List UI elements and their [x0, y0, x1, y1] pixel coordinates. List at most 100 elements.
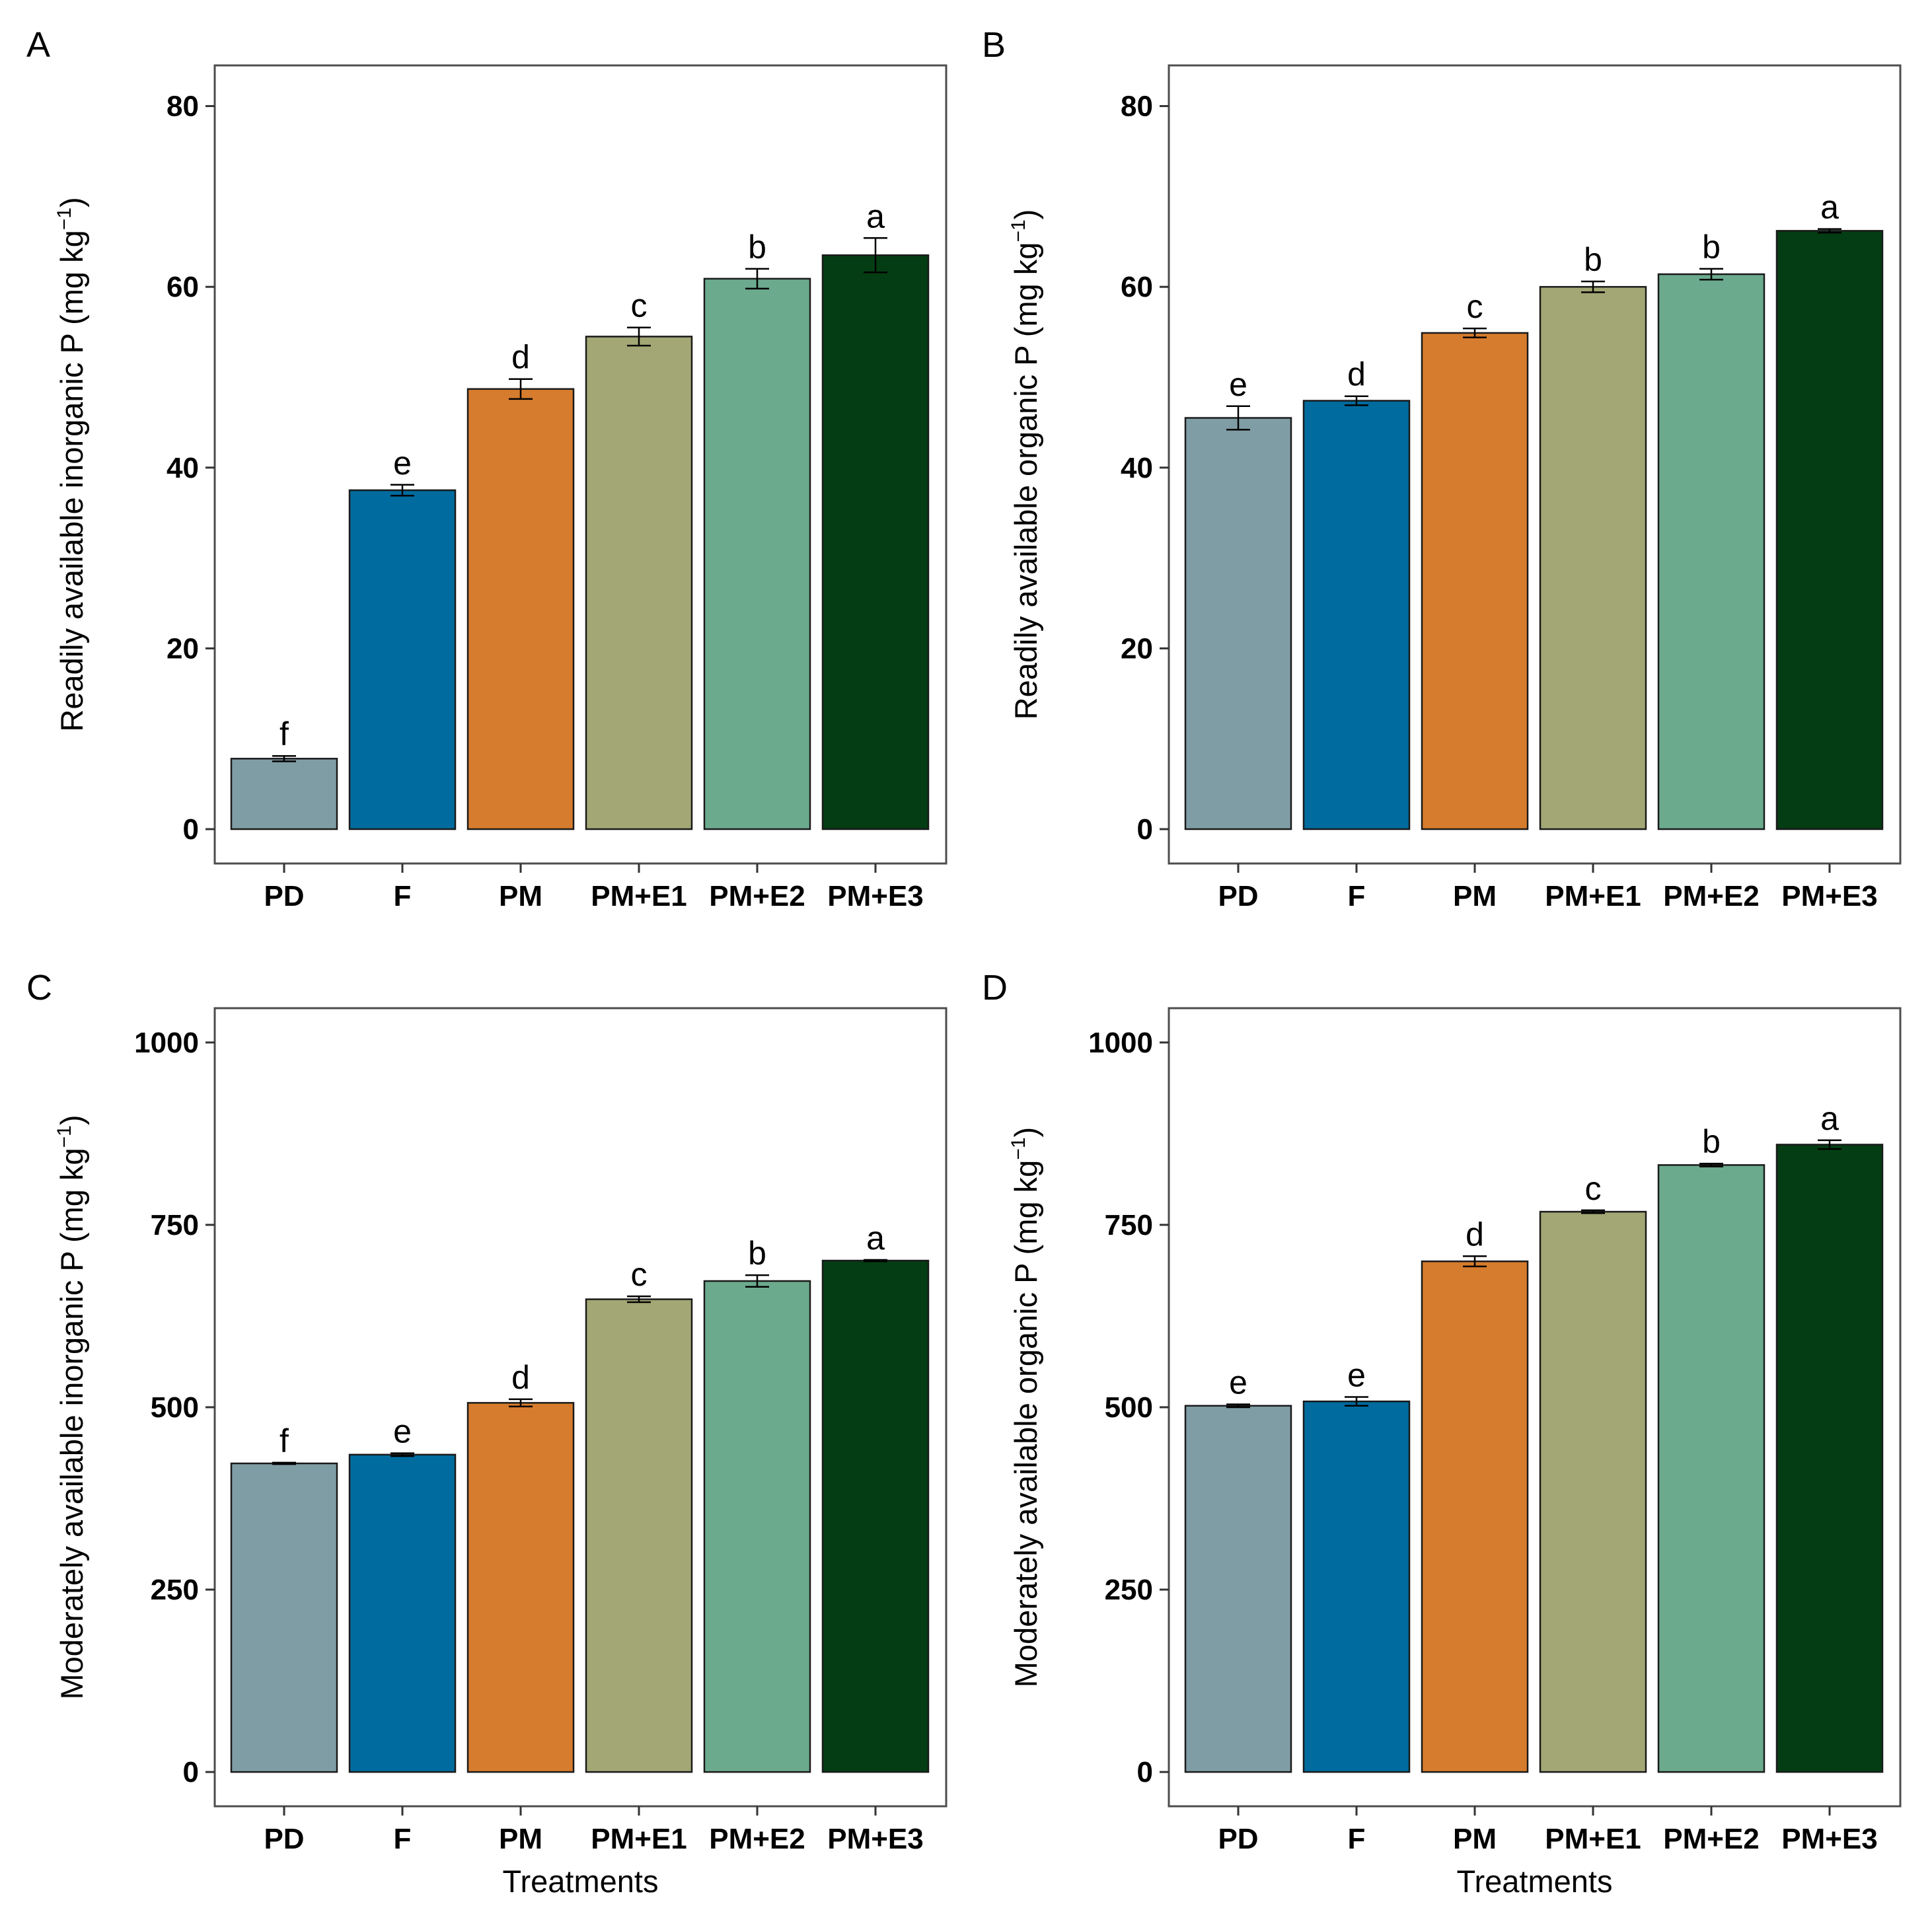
y-tick-label: 750: [151, 1209, 199, 1241]
x-tick-label: F: [1348, 880, 1366, 912]
significance-letter: d: [511, 1359, 530, 1396]
error-bar: [1699, 268, 1723, 281]
x-tick-label: PM+E2: [1663, 880, 1760, 912]
bar-pd: [230, 758, 338, 830]
y-tick-label: 0: [183, 1756, 199, 1788]
y-tick-label: 20: [167, 632, 199, 665]
significance-letter: c: [1585, 1170, 1602, 1207]
bar-pm-e2: [703, 1280, 811, 1773]
panel-letter: C: [26, 968, 52, 1008]
y-axis-label: Readily available inorganic P (mg kg−1): [54, 197, 89, 731]
error-bar: [390, 1452, 414, 1457]
bar-pm-e1: [1539, 1210, 1647, 1773]
significance-letter: b: [748, 1235, 766, 1272]
x-axis-label: Treatments: [503, 1864, 659, 1899]
bar-pm-e3: [821, 254, 930, 830]
significance-letter: b: [748, 229, 766, 266]
x-tick-label: PM+E3: [1781, 1823, 1878, 1855]
x-tick-label: PM: [499, 880, 542, 912]
x-tick-label: PM+E2: [1663, 1823, 1760, 1855]
error-bar: [1699, 1162, 1723, 1167]
error-bar: [1463, 1255, 1487, 1268]
error-bar: [1818, 228, 1841, 234]
error-bar: [1581, 1209, 1605, 1214]
y-axis-label: Moderately available organic P (mg kg−1): [1008, 1127, 1043, 1687]
bar-pm: [466, 388, 575, 830]
y-tick-label: 40: [1121, 452, 1153, 484]
x-tick-label: PM+E3: [827, 1823, 924, 1855]
significance-letter: e: [393, 1413, 412, 1450]
significance-letter: d: [1347, 356, 1366, 393]
bar-pd: [1184, 1405, 1292, 1773]
bar-pm-e2: [1657, 273, 1765, 830]
error-bar: [745, 268, 769, 290]
bar-pm-e2: [703, 277, 811, 830]
x-axis-label: Treatments: [1457, 1864, 1613, 1899]
y-tick-label: 0: [1137, 1756, 1153, 1788]
significance-letter: f: [279, 1422, 289, 1459]
y-tick-label: 40: [167, 452, 199, 484]
y-tick-label: 1000: [134, 1027, 199, 1059]
significance-letter: e: [393, 445, 412, 482]
panel-letter: B: [982, 25, 1006, 65]
x-tick-label: PM+E2: [709, 1823, 805, 1855]
x-tick-label: PD: [264, 1823, 304, 1855]
significance-letter: c: [631, 1256, 648, 1293]
significance-letter: a: [866, 198, 885, 235]
panel-c: C 0 250 500 750 1000 Moderately available inor…: [26, 968, 947, 1899]
error-bar: [1345, 1396, 1368, 1407]
x-tick-label: PM+E2: [709, 880, 805, 912]
x-tick-label: PM+E1: [1545, 880, 1641, 912]
bar-pm: [1421, 1260, 1529, 1773]
error-bar: [1345, 395, 1368, 406]
error-bar: [390, 484, 414, 497]
significance-letter: a: [1820, 189, 1839, 226]
x-tick-label: PD: [1218, 1823, 1258, 1855]
x-tick-label: PM+E1: [591, 880, 687, 912]
error-bar: [1226, 405, 1250, 431]
panel-d: D 0 250 500 750 1000 Moderately available orga…: [982, 968, 1902, 1899]
error-bar: [1818, 1139, 1841, 1150]
panel-b: B 0 20 40 60 80 Readily available organic P (m…: [982, 25, 1902, 912]
x-tick-label: F: [1348, 1823, 1366, 1855]
error-bar: [627, 1295, 651, 1304]
significance-letter: e: [1229, 366, 1247, 403]
y-tick-label: 20: [1121, 632, 1153, 665]
significance-letter: a: [1820, 1100, 1839, 1137]
error-bar: [509, 1398, 533, 1408]
error-bar: [864, 1259, 887, 1263]
bar-pd: [230, 1462, 338, 1773]
x-tick-label: PD: [1218, 880, 1258, 912]
error-bar: [272, 754, 296, 762]
x-tick-label: F: [394, 1823, 412, 1855]
y-tick-label: 250: [1105, 1574, 1153, 1606]
y-tick-label: 1000: [1088, 1027, 1153, 1059]
significance-letter: b: [1702, 1123, 1721, 1160]
bar-pm-e1: [585, 336, 693, 830]
bar-pm-e2: [1657, 1164, 1765, 1773]
y-axis-label: Moderately available inorganic P (mg kg−…: [54, 1115, 89, 1700]
error-bar: [864, 237, 887, 274]
error-bar: [1581, 280, 1605, 293]
error-bar: [272, 1461, 296, 1465]
bar-pm-e1: [1539, 285, 1647, 830]
significance-letter: e: [1347, 1357, 1366, 1394]
bar-f: [1302, 400, 1411, 830]
y-axis-label: Readily available organic P (mg kg−1): [1008, 209, 1043, 720]
x-tick-label: PM: [499, 1823, 542, 1855]
significance-letter: a: [866, 1220, 885, 1257]
x-tick-label: PM: [1453, 880, 1497, 912]
y-tick-label: 60: [1121, 271, 1153, 303]
bar-pm-e3: [1775, 230, 1884, 830]
x-tick-label: PM+E1: [591, 1823, 687, 1855]
bar-pm-e3: [1775, 1144, 1884, 1773]
y-tick-label: 80: [167, 91, 199, 123]
significance-letter: b: [1584, 241, 1602, 278]
bar-f: [348, 489, 457, 830]
bar-pm-e1: [585, 1298, 693, 1773]
panel-letter: A: [26, 25, 50, 65]
significance-letter: d: [1466, 1216, 1484, 1253]
error-bar: [745, 1274, 769, 1288]
x-tick-label: PM+E1: [1545, 1823, 1641, 1855]
